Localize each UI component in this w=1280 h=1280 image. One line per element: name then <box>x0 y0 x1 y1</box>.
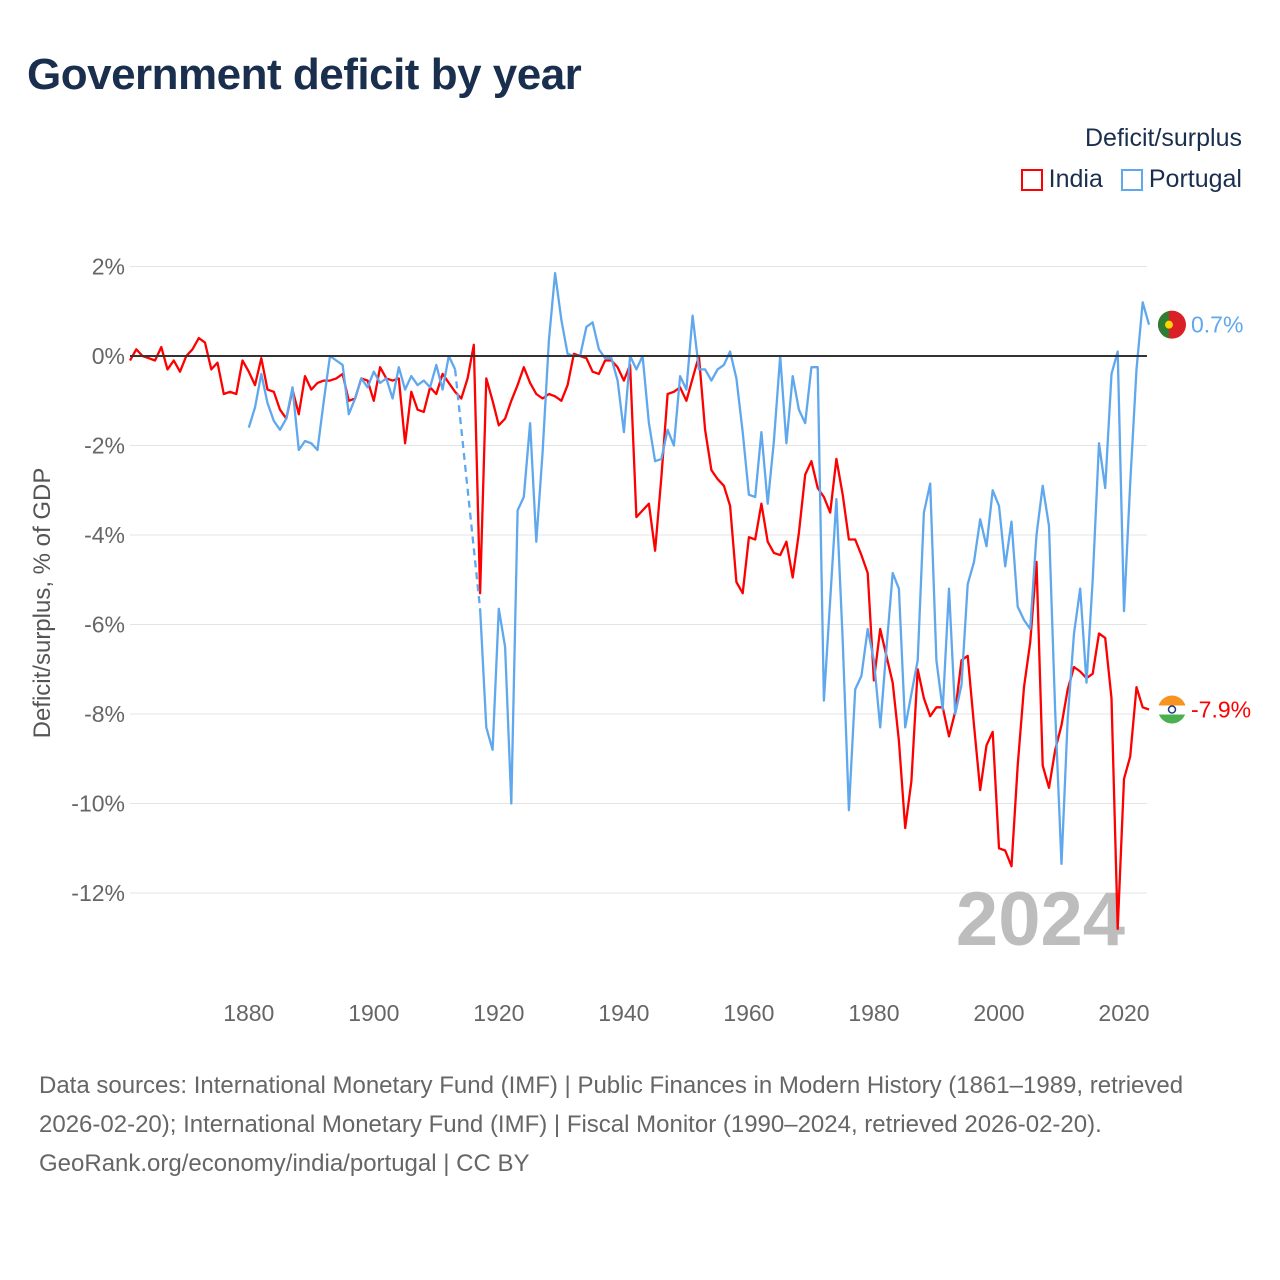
x-tick-label: 1900 <box>348 1000 399 1026</box>
flag-part <box>1157 310 1169 339</box>
y-tick-label: -10% <box>71 791 125 817</box>
y-tick-label: -6% <box>84 612 125 638</box>
footer: Data sources: International Monetary Fun… <box>39 1066 1249 1183</box>
y-tick-label: -4% <box>84 522 125 548</box>
flag-part <box>1165 320 1173 329</box>
flag-body <box>1158 695 1186 724</box>
page-title: Government deficit by year <box>27 50 582 99</box>
portugal-swatch-icon <box>1120 168 1143 191</box>
flag-part <box>1158 695 1186 706</box>
license: | CC BY <box>436 1150 530 1177</box>
source-link[interactable]: GeoRank.org/economy/india/portugal <box>39 1150 437 1177</box>
end-value-label: -7.9% <box>1191 697 1251 723</box>
x-tick-label: 1940 <box>598 1000 649 1026</box>
y-tick-label: -12% <box>71 880 125 906</box>
end-value-label: 0.7% <box>1191 312 1243 338</box>
series-portugal <box>247 272 1151 866</box>
data-sources: Data sources: International Monetary Fun… <box>39 1072 1184 1138</box>
y-tick-label: -2% <box>84 433 125 459</box>
flag-part <box>1167 705 1177 714</box>
x-tick-label: 2020 <box>1098 1000 1149 1026</box>
portugal-flag-icon <box>1157 310 1186 339</box>
legend: India Portugal <box>1020 165 1242 194</box>
x-tick-label: 1880 <box>223 1000 274 1026</box>
x-tick-label: 1980 <box>848 1000 899 1026</box>
series-india <box>128 336 1150 930</box>
series-line-portugal <box>478 272 1151 866</box>
series-line-portugal <box>247 354 457 452</box>
y-axis-label: Deficit/surplus, % of GDP <box>29 468 56 739</box>
x-tick-label: 1960 <box>723 1000 774 1026</box>
flag-part <box>1158 714 1186 724</box>
current-year-label: 2024 <box>956 877 1125 962</box>
y-tick-label: -8% <box>84 701 125 727</box>
india-swatch-icon <box>1020 168 1043 191</box>
y-tick-label: 0% <box>92 343 125 369</box>
end-label-india: -7.9% <box>1158 695 1251 724</box>
y-tick-label: 2% <box>92 254 125 280</box>
gap-connector <box>453 369 482 609</box>
india-flag-icon <box>1158 695 1186 724</box>
legend-title: Deficit/surplus <box>1085 124 1242 152</box>
series-line-india <box>128 336 1150 930</box>
legend-label: India <box>1048 165 1103 193</box>
x-tick-label: 1920 <box>473 1000 524 1026</box>
end-label-portugal: 0.7% <box>1157 310 1243 339</box>
legend-item-india[interactable]: India <box>1020 165 1103 194</box>
x-tick-label: 2000 <box>973 1000 1024 1026</box>
legend-label: Portugal <box>1148 165 1242 193</box>
legend-item-portugal[interactable]: Portugal <box>1120 165 1242 194</box>
flag-part <box>1158 705 1186 715</box>
